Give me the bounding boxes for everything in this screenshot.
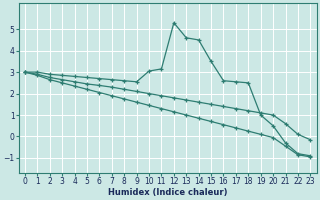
X-axis label: Humidex (Indice chaleur): Humidex (Indice chaleur) (108, 188, 228, 197)
